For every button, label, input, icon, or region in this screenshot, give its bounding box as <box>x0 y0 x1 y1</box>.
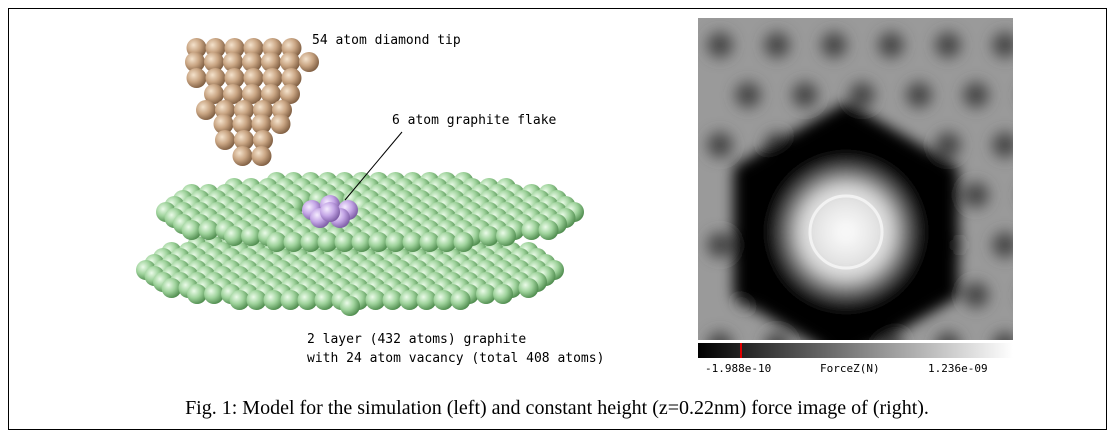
tip-label: 54 atom diamond tip <box>312 33 461 48</box>
image-spot <box>963 382 989 408</box>
image-spot <box>707 132 733 158</box>
colorbar-title: ForceZ(N) <box>820 362 880 375</box>
tip-atom <box>271 114 291 134</box>
image-spot <box>1020 82 1046 108</box>
center-glow <box>766 152 926 312</box>
tip-atom <box>252 146 272 166</box>
image-spot <box>963 82 989 108</box>
image-spot <box>992 232 1018 258</box>
image-spot <box>992 32 1018 58</box>
image-spot <box>1077 382 1103 408</box>
tip-atom <box>299 52 319 72</box>
graphite-atom <box>451 290 471 310</box>
tip-atom <box>187 68 207 88</box>
image-spot <box>906 82 932 108</box>
image-spot <box>792 82 818 108</box>
graphite-atom <box>340 296 360 316</box>
image-spot <box>1106 32 1115 58</box>
colorbar-max: 1.236e-09 <box>928 362 988 375</box>
figure: -1.988e-10 ForceZ(N) 1.236e-09 54 atom d… <box>0 0 1115 438</box>
graphite-label-1: 2 layer (432 atoms) graphite <box>307 332 526 347</box>
image-spot <box>1049 132 1075 158</box>
graphite-atom <box>519 278 539 298</box>
tip-atom <box>196 100 216 120</box>
image-spot <box>1106 232 1115 258</box>
image-spot <box>849 82 875 108</box>
image-spot <box>821 32 847 58</box>
tip-atom <box>215 130 235 150</box>
graphite-atom <box>496 226 516 246</box>
colorbar-min: -1.988e-10 <box>705 362 771 375</box>
flake-atom <box>320 202 340 222</box>
image-spot <box>707 32 733 58</box>
caption: Fig. 1: Model for the simulation (left) … <box>185 397 929 419</box>
tip-atom <box>233 146 253 166</box>
image-spot <box>1077 182 1103 208</box>
graphite-atom <box>539 220 559 240</box>
image-spot <box>935 132 961 158</box>
image-spot <box>1049 232 1075 258</box>
image-spot <box>1020 382 1046 408</box>
image-spot <box>1049 332 1075 358</box>
image-spot <box>707 232 733 258</box>
molecular-model <box>136 38 584 316</box>
image-spot <box>735 82 761 108</box>
image-spot <box>1106 132 1115 158</box>
image-spot <box>963 282 989 308</box>
graphite-atom <box>454 232 474 252</box>
image-spot <box>1077 282 1103 308</box>
graphite-label-2: with 24 atom vacancy (total 408 atoms) <box>307 351 604 366</box>
image-spot <box>992 132 1018 158</box>
image-spot <box>1020 282 1046 308</box>
image-spot <box>878 32 904 58</box>
image-spot <box>935 32 961 58</box>
image-spot <box>963 182 989 208</box>
image-spot <box>1077 82 1103 108</box>
graphite-atom <box>493 284 513 304</box>
image-spot <box>1020 182 1046 208</box>
colorbar <box>698 343 1013 358</box>
image-spot <box>1106 332 1115 358</box>
image-spot <box>1049 32 1075 58</box>
image-spot <box>764 32 790 58</box>
flake-label: 6 atom graphite flake <box>392 113 557 128</box>
